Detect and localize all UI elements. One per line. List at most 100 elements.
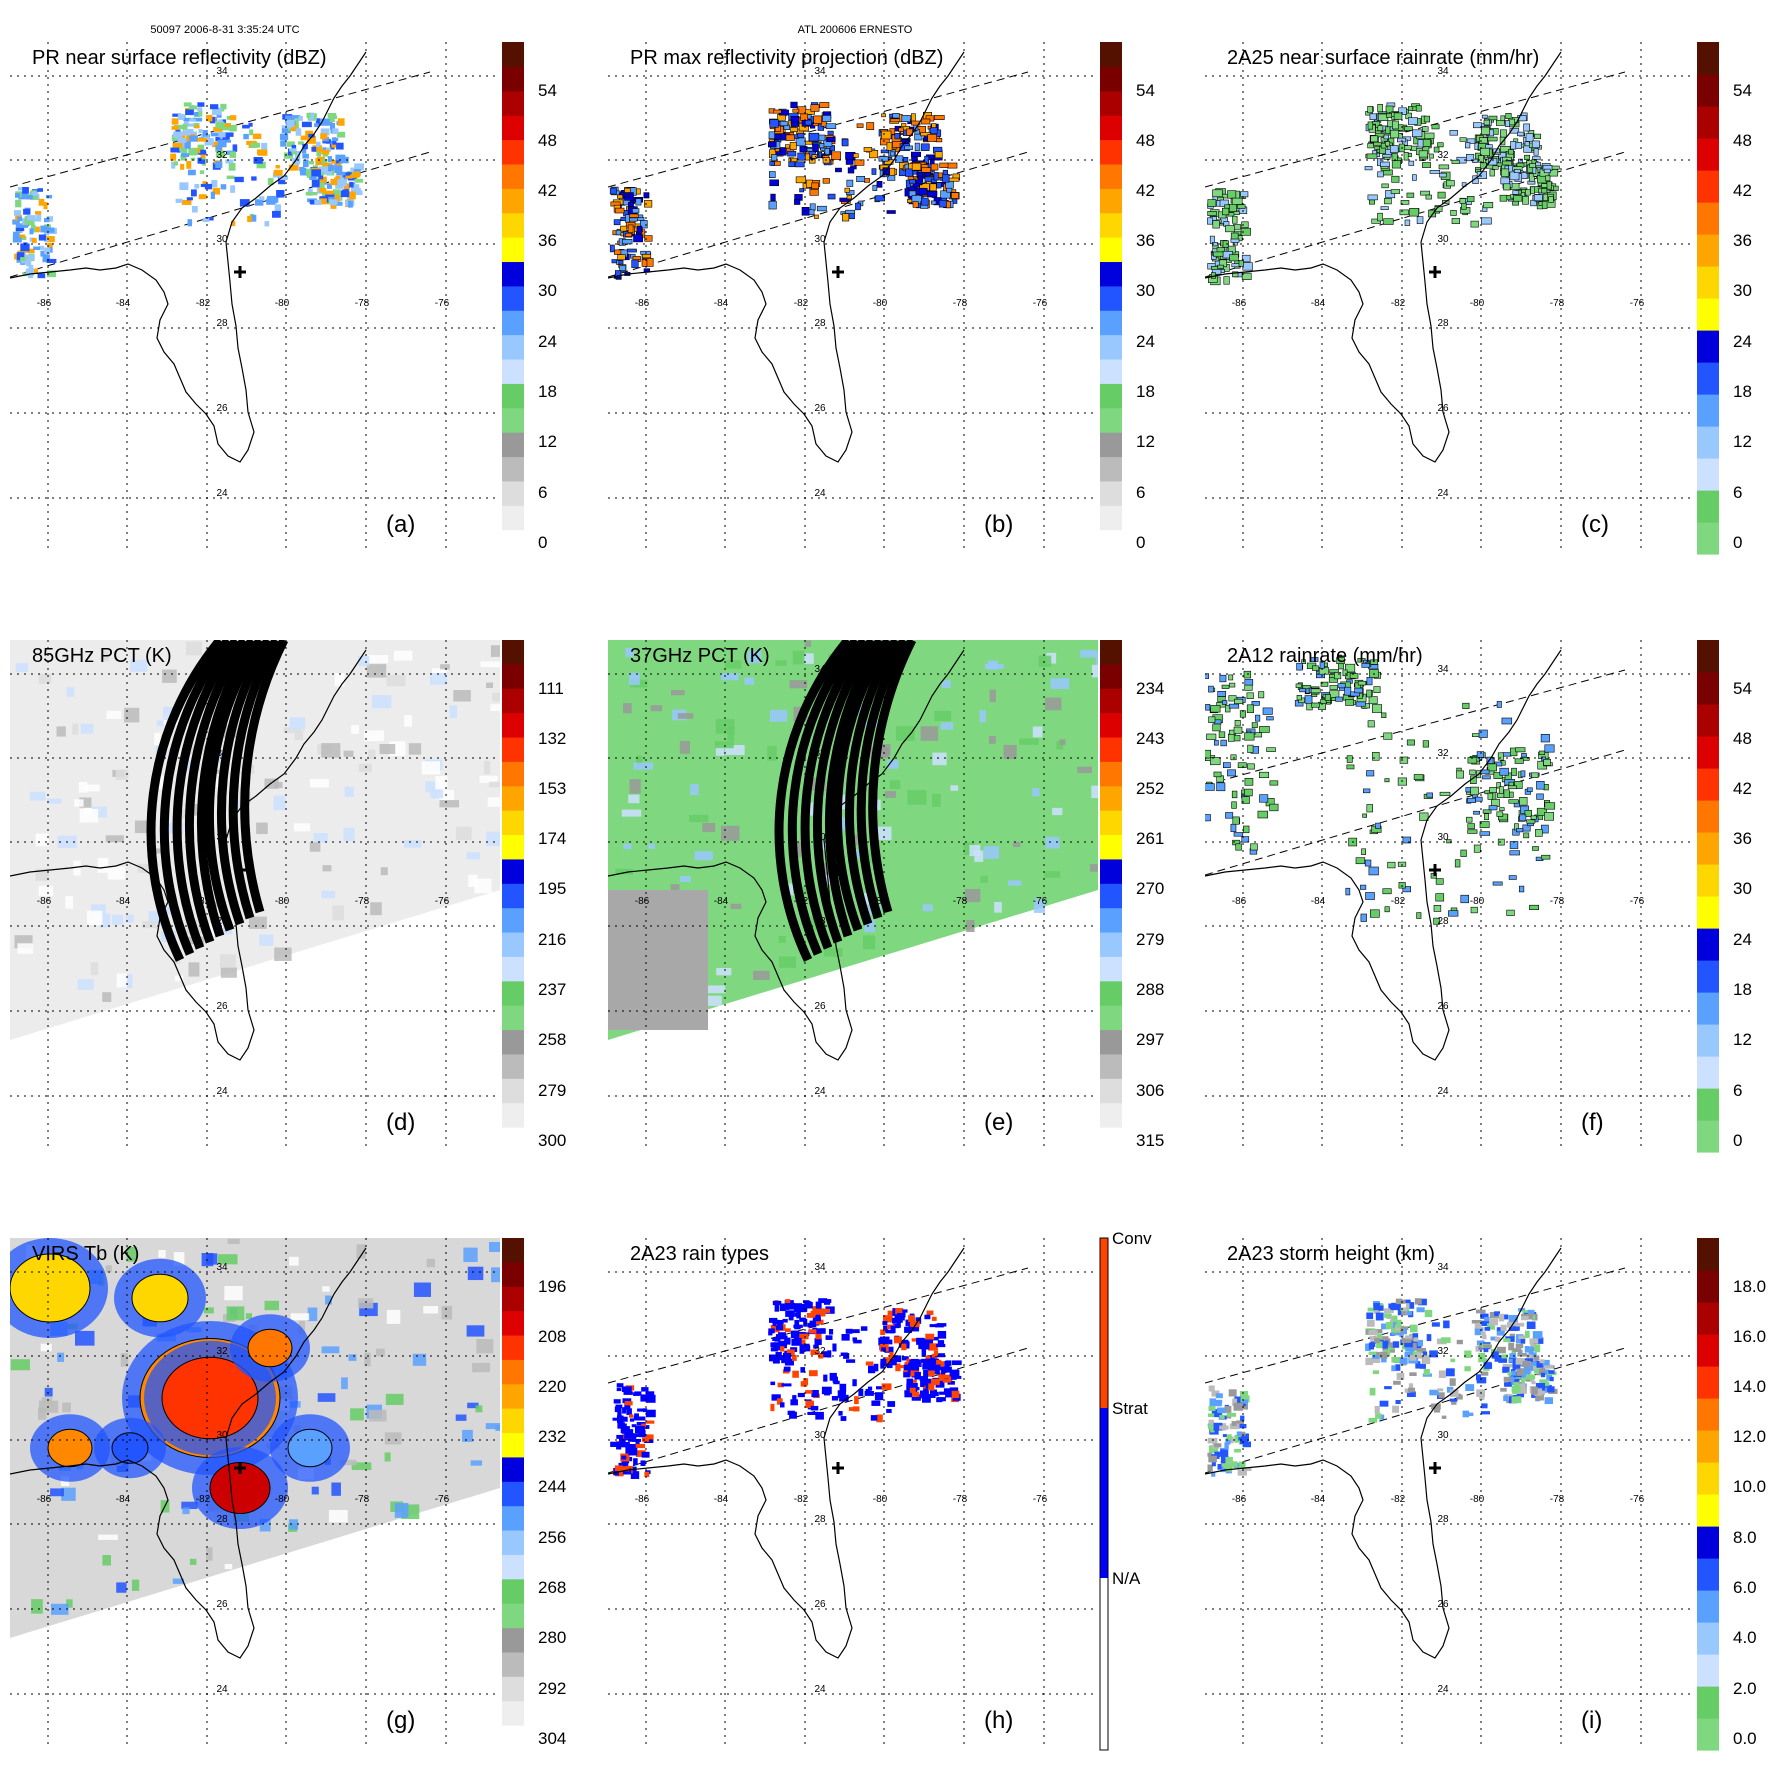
echo-cell	[22, 187, 29, 194]
echo-cell	[172, 113, 182, 117]
echo-cell	[920, 1379, 925, 1387]
echo-cell	[635, 1443, 646, 1449]
echo-cell	[937, 1331, 947, 1339]
echo-cell	[187, 219, 192, 227]
lat-label: 32	[814, 748, 826, 759]
lat-label: 24	[814, 1086, 826, 1097]
colorbar-segment	[1100, 883, 1122, 909]
echo-cell	[336, 131, 346, 138]
echo-cell	[1259, 726, 1270, 733]
field-cell	[363, 730, 384, 742]
echo-cell	[631, 1424, 637, 1428]
echo-cell	[946, 162, 958, 169]
echo-cell	[286, 141, 295, 147]
coastline	[99, 51, 367, 463]
field-cell	[940, 722, 954, 730]
colorbar-segment	[502, 1628, 524, 1654]
echo-cell	[1329, 685, 1338, 690]
colorbar-tick: 0.0	[1733, 1729, 1757, 1748]
field-cell	[404, 840, 422, 848]
echo-cell	[14, 210, 21, 216]
echo-cell	[259, 196, 265, 201]
echo-cell	[790, 127, 798, 132]
echo-cell	[629, 1418, 635, 1422]
echo-cell	[1503, 1338, 1511, 1343]
echo-cell	[1399, 1332, 1404, 1338]
colorbar-segment	[502, 1384, 524, 1410]
echo-cell	[202, 181, 207, 186]
echo-cell	[1209, 1398, 1216, 1407]
scan-arc	[159, 640, 232, 956]
echo-cell	[1344, 686, 1352, 696]
echo-cell	[633, 1458, 638, 1466]
echo-cell	[1384, 778, 1390, 783]
field-cell	[116, 973, 127, 988]
scan-arc	[184, 640, 248, 944]
echo-cell	[894, 155, 904, 163]
echo-cell	[1512, 1326, 1520, 1331]
echo-cell	[1349, 673, 1359, 679]
echo-cell	[194, 184, 200, 189]
echo-cell	[320, 128, 330, 136]
echo-cell	[1231, 197, 1243, 205]
echo-cell	[242, 124, 250, 129]
field-cell	[648, 843, 656, 849]
echo-cell	[1384, 198, 1392, 205]
echo-cell	[172, 143, 183, 148]
echo-cell	[622, 1407, 627, 1414]
lon-label: -84	[116, 896, 131, 907]
echo-cell	[631, 259, 639, 268]
field-cell	[112, 914, 124, 925]
echo-cell	[15, 227, 25, 232]
echo-cell	[855, 202, 861, 211]
field-cell	[430, 673, 448, 685]
colorbar-segment	[1100, 908, 1122, 934]
echo-cell	[1334, 671, 1342, 680]
coastline	[1329, 1150, 1455, 1160]
colorbar-tick: 36	[538, 231, 557, 250]
lon-label: -78	[355, 1494, 370, 1505]
lat-label: 34	[814, 66, 826, 77]
echo-cell	[1232, 816, 1240, 825]
field-cell	[124, 707, 140, 723]
echo-cell	[1404, 126, 1413, 131]
field-cell	[679, 740, 690, 754]
echo-cell	[622, 1416, 628, 1422]
colorbar-segment	[502, 407, 524, 433]
echo-cell	[1489, 787, 1498, 793]
echo-cell	[1478, 1352, 1486, 1361]
echo-cell	[1208, 1385, 1215, 1392]
colorbar-segment	[502, 688, 524, 714]
echo-cell	[1482, 809, 1492, 814]
echo-cell	[812, 143, 819, 152]
echo-cell	[924, 1314, 931, 1320]
panel-title: 2A25 near surface rainrate (mm/hr)	[1227, 47, 1539, 69]
echo-cell	[769, 119, 779, 128]
echo-cell	[1242, 1399, 1249, 1404]
field-cell	[384, 1452, 391, 1462]
lon-label: -78	[953, 1494, 968, 1505]
echo-cell	[827, 193, 836, 200]
echo-cell	[319, 187, 327, 193]
echo-cell	[28, 264, 34, 271]
echo-cell	[1369, 199, 1376, 205]
echo-cell	[815, 1301, 822, 1309]
echo-cell	[808, 132, 820, 142]
coastline	[697, 51, 965, 463]
field-cell	[35, 833, 49, 847]
echo-cell	[822, 115, 832, 122]
echo-cell	[822, 178, 830, 184]
echo-cell	[790, 121, 799, 127]
echo-cell	[336, 157, 343, 164]
echo-cell	[772, 1300, 782, 1306]
storm-center-marker	[234, 864, 246, 876]
colorbar-segment	[502, 432, 524, 458]
echo-cell	[220, 106, 225, 112]
echo-cell	[309, 199, 316, 204]
echo-cell	[340, 179, 347, 187]
echo-cell	[331, 160, 337, 164]
echo-cell	[635, 1425, 645, 1434]
echo-cell	[1230, 823, 1237, 833]
echo-cell	[1509, 841, 1519, 849]
